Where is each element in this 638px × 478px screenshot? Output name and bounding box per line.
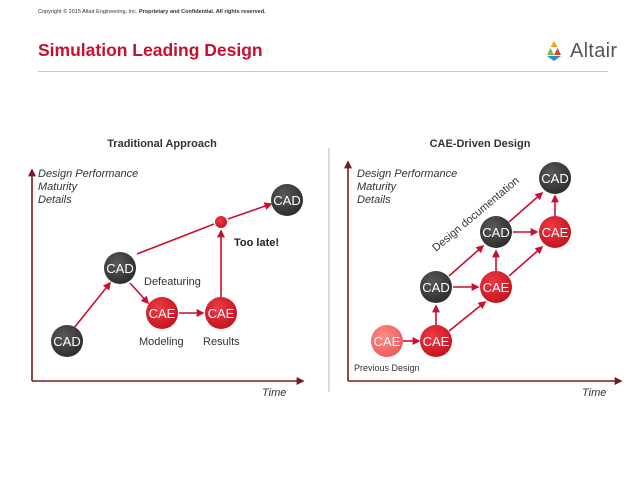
label-modeling: Modeling — [139, 336, 184, 348]
title-divider — [38, 71, 608, 72]
too-late-point — [215, 216, 227, 228]
left-y-label-maturity: Maturity — [38, 181, 79, 193]
node-cad-a: CAD — [420, 271, 452, 303]
svg-text:CAD: CAD — [106, 261, 133, 276]
label-results: Results — [203, 336, 240, 348]
node-cae-previous: CAE — [371, 325, 403, 357]
altair-logo: Altair — [542, 39, 617, 63]
edge-cadb-cadc — [508, 191, 544, 223]
node-cae-results: CAE — [205, 297, 237, 329]
edge-cad1-cad2 — [73, 281, 111, 329]
svg-text:CAD: CAD — [541, 171, 568, 186]
svg-text:CAD: CAD — [422, 280, 449, 295]
svg-text:CAE: CAE — [149, 306, 176, 321]
node-cae-a: CAE — [420, 325, 452, 357]
right-y-label-maturity: Maturity — [357, 181, 398, 193]
label-too-late: Too late! — [234, 237, 279, 249]
node-cad-2: CAD — [104, 252, 136, 284]
svg-text:CAE: CAE — [208, 306, 235, 321]
node-cad-1: CAD — [51, 325, 83, 357]
edge-cada-cadb — [448, 244, 485, 277]
svg-text:CAD: CAD — [273, 193, 300, 208]
altair-logo-icon — [547, 41, 561, 61]
edge-cad2-toolate — [136, 223, 215, 255]
edge-cad2-cae1 — [129, 282, 150, 305]
svg-text:CAE: CAE — [374, 334, 401, 349]
node-cad-c: CAD — [539, 162, 571, 194]
node-cad-3: CAD — [271, 184, 303, 216]
svg-text:CAD: CAD — [482, 225, 509, 240]
logo-text: Altair — [570, 39, 618, 62]
node-cae-modeling: CAE — [146, 297, 178, 329]
node-cae-c: CAE — [539, 216, 571, 248]
label-defeaturing: Defeaturing — [144, 276, 201, 288]
svg-text:CAE: CAE — [542, 225, 569, 240]
left-x-label-time: Time — [262, 387, 286, 399]
label-previous-design: Previous Design — [354, 363, 420, 373]
svg-text:CAD: CAD — [53, 334, 80, 349]
edge-toolate-cad3 — [227, 202, 273, 220]
right-y-label-details: Details — [357, 194, 391, 206]
node-cae-b: CAE — [480, 271, 512, 303]
copyright-notice: Copyright © 2015 Altair Engineering, Inc… — [38, 9, 266, 15]
left-panel-title: Traditional Approach — [107, 138, 217, 150]
slide-title: Simulation Leading Design — [38, 40, 263, 60]
right-x-label-time: Time — [582, 387, 606, 399]
svg-text:CAE: CAE — [423, 334, 450, 349]
edge-caeb-caec — [508, 245, 544, 277]
right-panel-title: CAE-Driven Design — [430, 138, 531, 150]
svg-text:CAE: CAE — [483, 280, 510, 295]
edge-caea-caeb — [448, 300, 487, 332]
left-y-label-performance: Design Performance — [38, 168, 138, 180]
node-cad-b: CAD — [480, 216, 512, 248]
right-y-label-performance: Design Performance — [357, 168, 457, 180]
left-y-label-details: Details — [38, 194, 72, 206]
